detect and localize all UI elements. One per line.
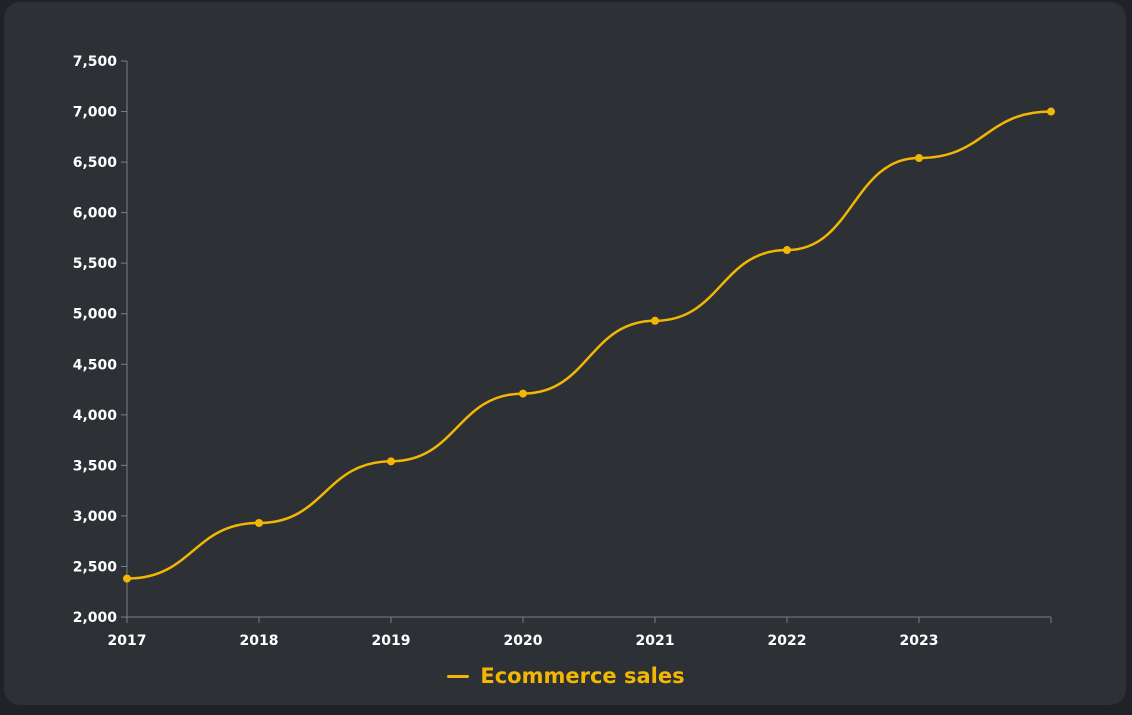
- x-tick-label: 2017: [108, 633, 147, 649]
- legend-swatch: [447, 674, 470, 678]
- y-tick-label: 6,000: [73, 206, 118, 222]
- y-tick-label: 3,500: [73, 458, 118, 474]
- data-point[interactable]: [1047, 107, 1055, 116]
- data-point[interactable]: [915, 154, 923, 163]
- x-tick-label: 2019: [372, 633, 411, 649]
- y-tick-label: 7,500: [73, 54, 118, 70]
- y-tick-label: 2,500: [73, 559, 118, 575]
- data-point[interactable]: [783, 246, 791, 255]
- y-tick-label: 3,000: [73, 509, 118, 525]
- data-point[interactable]: [519, 389, 527, 398]
- series-layer: [123, 107, 1055, 583]
- x-tick-label: 2018: [240, 633, 279, 649]
- x-tick-label: 2022: [768, 633, 807, 649]
- x-tick-label: 2023: [900, 633, 939, 649]
- legend[interactable]: Ecommerce sales: [0, 664, 1132, 688]
- x-axis: 2017 2018 2019 2020 2021 2022 2023: [108, 616, 1052, 649]
- y-tick-label: 4,000: [73, 408, 118, 424]
- data-point[interactable]: [387, 457, 395, 466]
- y-tick-label: 4,500: [73, 357, 118, 373]
- y-axis: 2,000 2,500 3,000 3,500 4,000 4,500 5,000 5,500…: [73, 54, 128, 626]
- x-tick-label: 2021: [636, 633, 675, 649]
- y-tick-label: 7,000: [73, 105, 118, 121]
- x-tick-label: 2020: [504, 633, 543, 649]
- legend-label: Ecommerce sales: [480, 664, 685, 688]
- y-tick-label: 6,500: [73, 155, 118, 171]
- y-tick-label: 2,000: [73, 610, 118, 626]
- data-point[interactable]: [255, 518, 263, 527]
- chart-card: [4, 2, 1126, 705]
- data-point[interactable]: [123, 574, 131, 583]
- y-tick-label: 5,500: [73, 256, 118, 272]
- series-line-ecommerce-sales: [126, 110, 1052, 580]
- data-point[interactable]: [651, 316, 659, 325]
- y-tick-label: 5,000: [73, 307, 118, 323]
